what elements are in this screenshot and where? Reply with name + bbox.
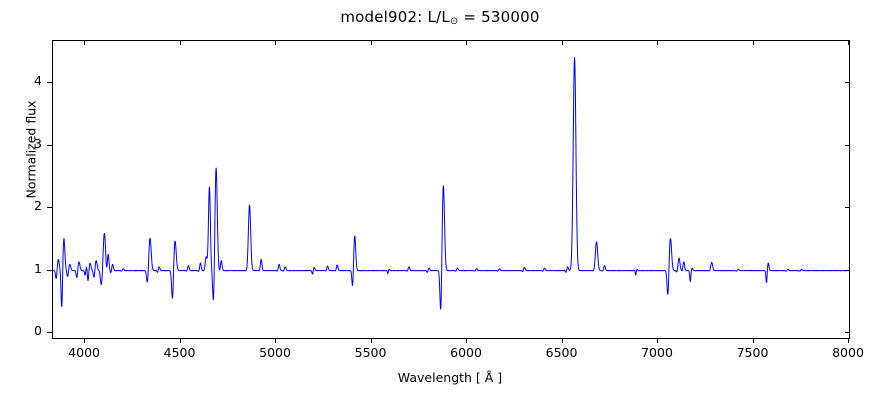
chart-title-suffix: = 530000 [458,8,540,26]
x-tick-5500 [370,338,372,343]
x-tick-top-5500 [370,41,372,45]
x-tick-top-5000 [275,41,277,45]
x-tick-top-4000 [84,41,86,45]
x-tick-label-5500: 5500 [354,345,387,360]
x-tick-7000 [657,338,659,343]
y-tick-label-2: 2 [34,198,42,214]
y-tick-right-4 [845,82,849,84]
x-tick-top-4500 [179,41,181,45]
y-tick-0 [47,332,52,333]
y-tick-3 [47,144,52,146]
x-tick-6500 [561,338,563,343]
x-tick-top-7500 [752,41,754,45]
y-tick-label-1: 1 [34,260,42,276]
x-tick-label-7500: 7500 [736,345,769,360]
solar-symbol-subscript: ⊙ [449,16,459,28]
chart-title: model902: L/L⊙ = 530000 [0,8,880,27]
y-tick-right-0 [845,332,849,333]
y-tick-label-3: 3 [34,135,42,151]
x-tick-7500 [752,338,754,343]
plot-area [52,40,850,339]
x-axis-label: Wavelength [ Å ] [397,370,503,385]
y-tick-right-2 [845,207,849,209]
x-tick-top-6000 [466,41,468,45]
x-tick-label-5000: 5000 [259,345,291,360]
x-tick-top-7000 [657,41,659,45]
x-tick-label-6000: 6000 [450,345,482,360]
x-tick-label-4000: 4000 [68,345,100,360]
chart-title-prefix: model902: L/L [340,8,450,26]
x-tick-top-8000 [848,41,849,45]
y-tick-label-4: 4 [34,73,42,89]
x-tick-4000 [84,338,86,343]
y-tick-right-1 [845,269,849,271]
x-tick-6000 [466,338,468,343]
y-tick-4 [47,82,52,84]
y-tick-2 [47,207,52,209]
x-tick-top-6500 [561,41,563,45]
x-tick-label-4500: 4500 [163,345,196,360]
spectrum-line-series [53,57,849,310]
x-tick-label-7000: 7000 [641,345,673,360]
y-tick-label-0: 0 [34,323,42,338]
x-tick-5000 [275,338,277,343]
y-tick-right-3 [845,144,849,146]
x-tick-label-6500: 6500 [545,345,578,360]
x-tick-8000 [848,338,849,343]
x-tick-label-8000: 8000 [832,345,864,360]
y-tick-1 [47,269,52,271]
y-axis-label: Normalized flux [23,100,39,199]
x-tick-4500 [179,338,181,343]
